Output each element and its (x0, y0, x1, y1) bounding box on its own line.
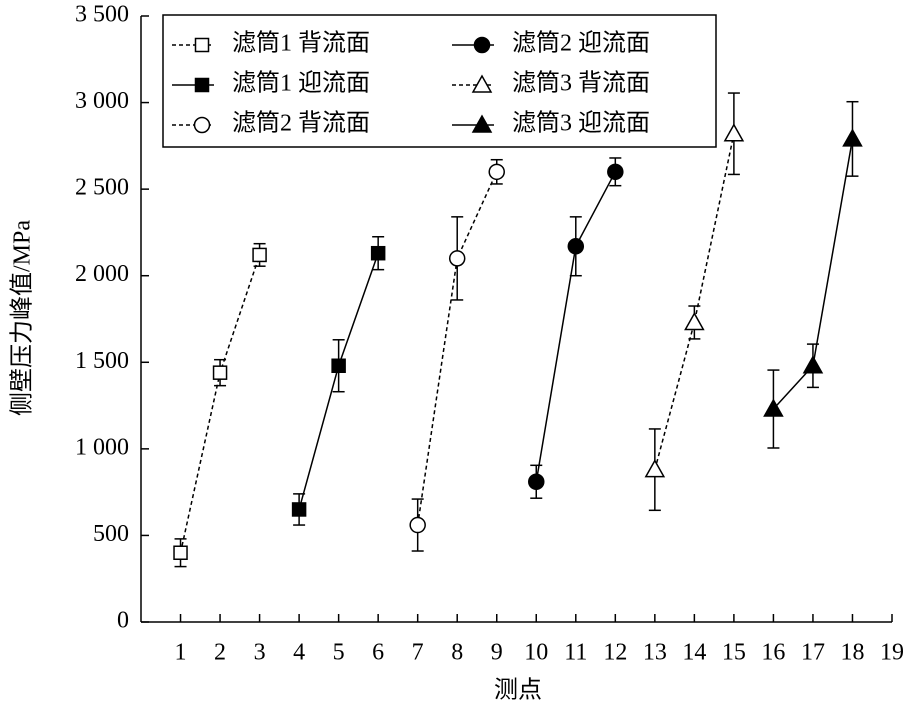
legend-marker (194, 77, 210, 93)
y-tick-label: 3 000 (75, 88, 129, 114)
x-axis-label: 测点 (494, 677, 542, 704)
x-tick-label: 14 (682, 640, 706, 666)
legend-label: 滤筒3 背流面 (512, 70, 650, 97)
y-tick-label: 2 000 (75, 261, 129, 287)
x-tick-label: 19 (880, 640, 904, 666)
x-tick-label: 18 (840, 640, 864, 666)
legend-label: 滤筒1 背流面 (232, 30, 370, 57)
marker (763, 398, 784, 417)
marker (842, 128, 863, 147)
y-tick-label: 0 (117, 608, 129, 634)
legend-marker (194, 37, 210, 53)
x-tick-label: 9 (491, 640, 503, 666)
legend-marker (471, 114, 493, 133)
series-line (654, 133, 735, 470)
legend-label: 滤筒3 迎流面 (512, 110, 650, 137)
marker (291, 502, 307, 517)
legend-marker (473, 36, 491, 54)
legend-box (162, 14, 717, 148)
x-tick-label: 16 (761, 640, 785, 666)
y-tick-label: 1 000 (75, 434, 129, 460)
marker (252, 247, 267, 263)
marker (173, 545, 188, 560)
marker (488, 163, 505, 181)
legend-label: 滤筒2 迎流面 (512, 30, 650, 57)
legend-label: 滤筒2 背流面 (232, 110, 370, 137)
x-tick-label: 3 (254, 640, 266, 666)
x-tick-label: 17 (801, 640, 825, 666)
x-tick-label: 1 (175, 640, 187, 666)
marker (567, 238, 585, 255)
y-tick-label: 3 500 (75, 2, 129, 28)
marker (723, 123, 745, 142)
y-tick-label: 2 500 (75, 175, 129, 201)
marker (644, 459, 666, 478)
y-tick-label: 500 (93, 521, 129, 547)
x-tick-label: 7 (412, 640, 424, 666)
x-tick-label: 4 (293, 640, 305, 666)
x-tick-label: 8 (451, 640, 463, 666)
marker (802, 355, 824, 374)
x-tick-label: 15 (722, 640, 746, 666)
marker (331, 358, 346, 373)
marker (212, 365, 228, 380)
marker (448, 250, 466, 267)
x-tick-label: 5 (333, 640, 345, 666)
legend-marker (471, 74, 493, 93)
x-tick-label: 6 (372, 640, 384, 666)
marker (684, 311, 705, 331)
marker (409, 516, 426, 534)
marker (370, 245, 386, 261)
x-tick-label: 13 (643, 640, 667, 666)
marker (607, 163, 624, 181)
x-tick-label: 2 (214, 640, 226, 666)
marker (528, 473, 545, 491)
y-tick-label: 1 500 (75, 348, 129, 374)
x-tick-label: 11 (564, 640, 587, 666)
series-line (179, 254, 261, 553)
x-tick-label: 12 (603, 640, 627, 666)
legend-marker (193, 116, 211, 134)
y-axis-label: 侧壁压力峰值/MPa (9, 220, 36, 416)
legend-label: 滤筒1 迎流面 (232, 70, 370, 97)
x-tick-label: 10 (524, 640, 548, 666)
